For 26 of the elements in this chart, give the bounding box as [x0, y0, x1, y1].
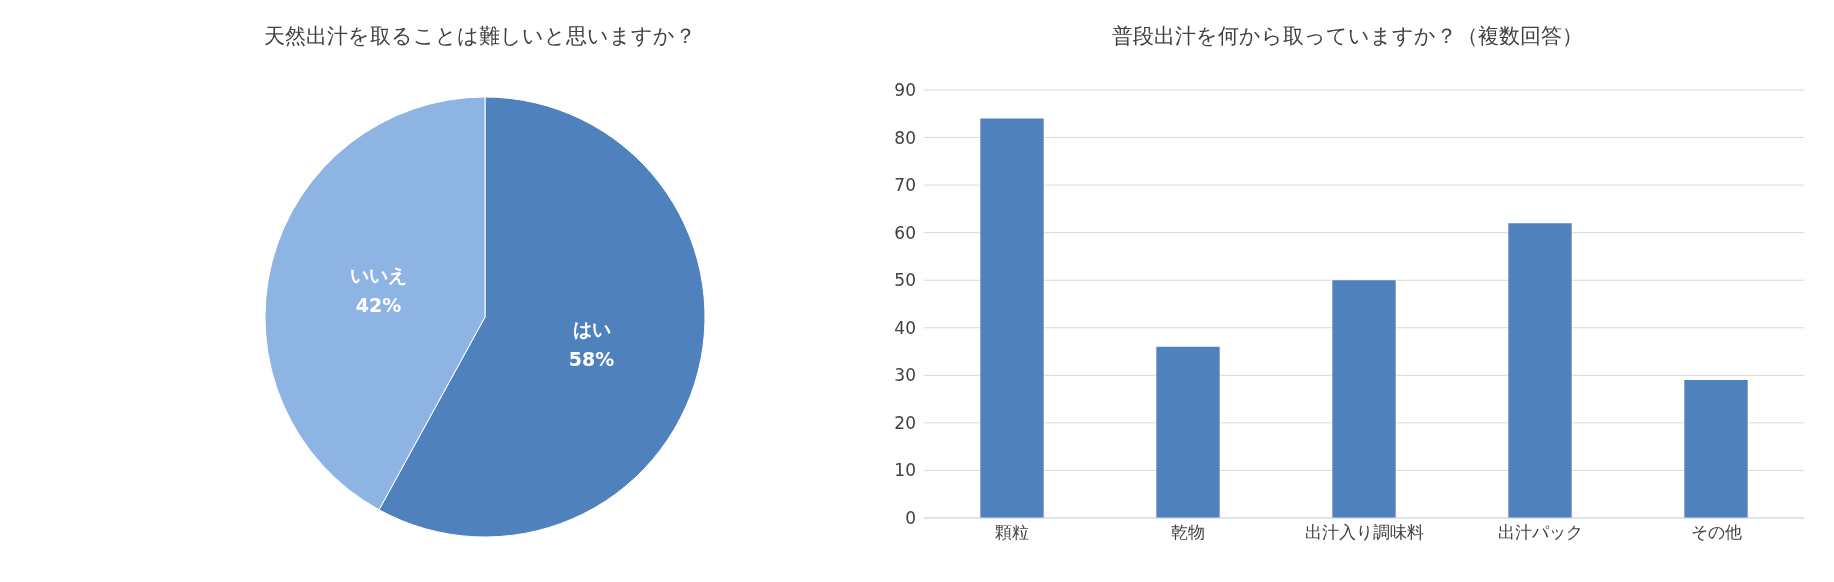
x-tick-label: 出汁入り調味料	[1304, 522, 1424, 543]
slice-label: はい	[572, 318, 611, 341]
data-label: 42%	[355, 293, 402, 316]
data-label: 58%	[568, 348, 615, 371]
y-tick-label: 80	[894, 127, 916, 148]
y-tick-label: 0	[905, 508, 916, 529]
y-tick-label: 50	[894, 270, 916, 291]
chart-title: 天然出汁を取ることは難しいと思いますか？	[263, 23, 697, 50]
x-tick-label: その他	[1690, 522, 1742, 543]
y-tick-label: 70	[894, 175, 916, 196]
y-tick-label: 40	[894, 317, 916, 338]
slice-label: いいえ	[349, 263, 407, 286]
y-tick-label: 10	[894, 460, 916, 481]
bar	[1684, 380, 1748, 518]
bar	[980, 118, 1044, 518]
bar	[1508, 223, 1572, 518]
x-tick-label: 乾物	[1171, 522, 1205, 543]
x-tick-label: 顆粒	[995, 522, 1029, 543]
bar	[1332, 280, 1396, 518]
y-tick-label: 90	[894, 80, 916, 101]
y-tick-label: 20	[894, 412, 916, 433]
chart-title: 普段出汁を何から取っていますか？（複数回答）	[1110, 23, 1584, 50]
bar	[1156, 346, 1220, 518]
y-tick-label: 60	[894, 222, 916, 243]
y-tick-label: 30	[894, 365, 916, 386]
x-tick-label: 出汁パック	[1497, 522, 1583, 543]
